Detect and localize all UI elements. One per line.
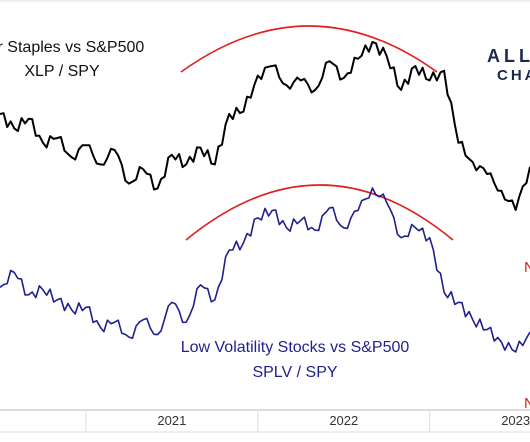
splv-spy-line: [0, 187, 530, 353]
watermark-line1: ALL: [487, 46, 530, 66]
panel1-title-line2: XLP / SPY: [24, 63, 100, 80]
panel2-title-line1: Low Volatility Stocks vs S&P500: [181, 339, 410, 356]
panel2-title-line2: SPLV / SPY: [252, 364, 337, 381]
edge-label-2: N: [524, 395, 530, 412]
edge-label-1: N: [524, 259, 530, 276]
panel1-title-line1: ner Staples vs S&P500: [0, 39, 144, 56]
panel1-topping-arc: [180, 25, 438, 73]
xlp-spy-line: [0, 41, 530, 211]
x-tick-label-2023: 2023: [501, 413, 530, 428]
watermark-line2: CHA: [497, 67, 530, 84]
x-axis-ticks: 2021 2022 2023: [85, 410, 530, 432]
x-tick-label-2022: 2022: [329, 413, 358, 428]
panel2-topping-arc: [185, 184, 454, 241]
x-tick-label-2021: 2021: [157, 413, 186, 428]
